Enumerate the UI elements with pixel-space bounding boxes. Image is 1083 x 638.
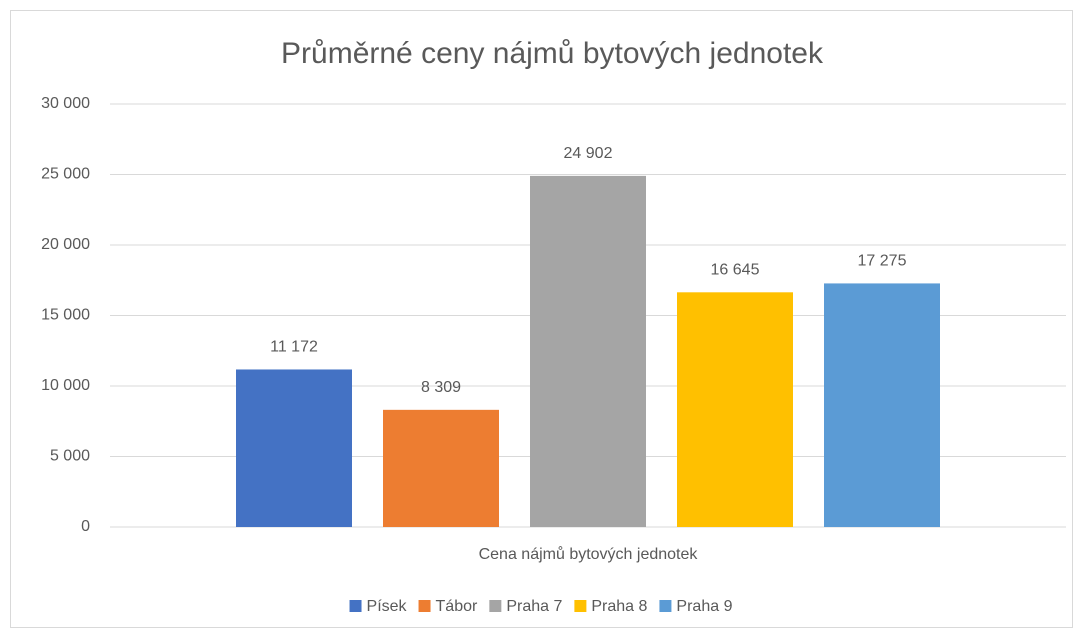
bar — [824, 283, 940, 527]
legend-swatch — [489, 600, 502, 612]
y-tick-label: 10 000 — [41, 377, 90, 394]
legend-label: Tábor — [436, 598, 478, 615]
legend-label: Praha 8 — [591, 598, 647, 615]
x-tick-label: Cena nájmů bytových jednotek — [479, 545, 699, 563]
value-label: 8 309 — [421, 379, 461, 396]
legend-label: Praha 7 — [506, 598, 562, 615]
y-tick-label: 15 000 — [41, 307, 90, 324]
legend-swatch — [349, 600, 362, 612]
y-tick-label: 20 000 — [41, 236, 90, 253]
value-label: 17 275 — [858, 253, 907, 270]
y-tick-label: 0 — [81, 518, 90, 535]
chart-title: Průměrné ceny nájmů bytových jednotek — [281, 37, 824, 70]
bar — [383, 409, 499, 527]
y-tick-label: 30 000 — [41, 95, 90, 112]
bar — [530, 175, 646, 527]
legend-swatch — [574, 600, 587, 612]
bar — [236, 369, 352, 527]
legend-swatch — [659, 600, 672, 612]
legend-label: Praha 9 — [676, 598, 732, 615]
legend-swatch — [418, 600, 431, 612]
y-tick-label: 25 000 — [41, 166, 90, 183]
value-label: 24 902 — [564, 145, 613, 162]
value-label: 11 172 — [270, 339, 318, 356]
bar — [677, 292, 793, 527]
value-label: 16 645 — [711, 262, 760, 279]
legend-label: Písek — [367, 598, 408, 615]
y-tick-label: 5 000 — [50, 448, 90, 465]
